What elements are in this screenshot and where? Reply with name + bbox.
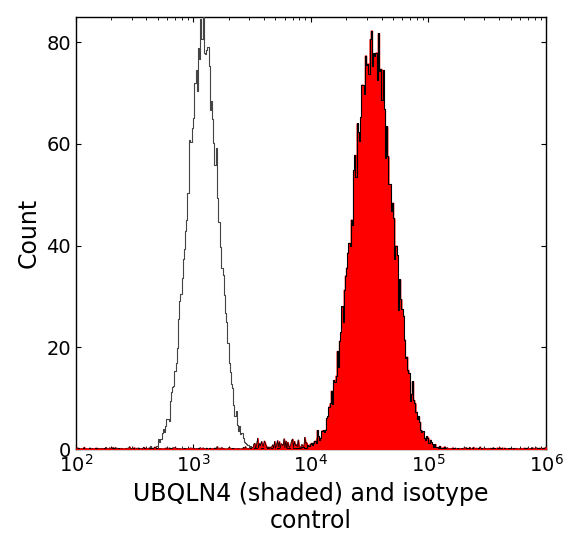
Y-axis label: Count: Count: [17, 198, 41, 268]
X-axis label: UBQLN4 (shaded) and isotype
control: UBQLN4 (shaded) and isotype control: [133, 482, 488, 534]
